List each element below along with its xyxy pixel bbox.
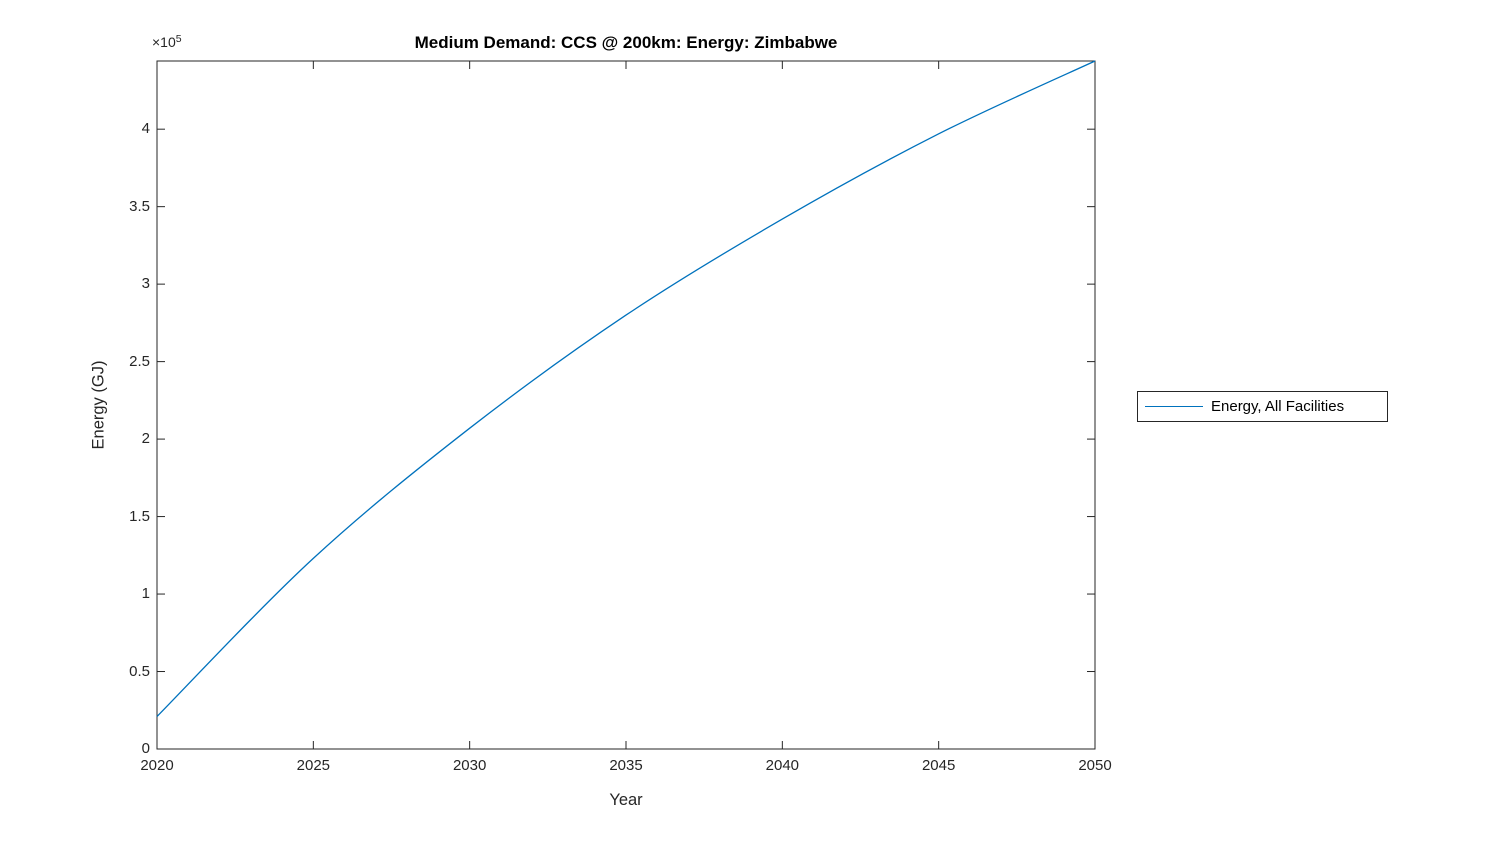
x-tick-label: 2040: [765, 757, 800, 774]
y-tick-label: 3: [141, 275, 150, 293]
series-line: [156, 60, 1096, 717]
x-tick-label: 2045: [921, 757, 956, 774]
x-tick-label: 2035: [609, 757, 643, 774]
y-tick-label: 3.5: [129, 197, 150, 215]
y-tick-label: 2.5: [129, 352, 150, 370]
y-tick-label: 0: [141, 740, 150, 757]
x-tick-label: 2020: [140, 757, 174, 774]
y-axis-offset-base: ×10: [152, 34, 176, 50]
y-axis-offset-exponent: 5: [175, 33, 182, 45]
x-tick-label: 2050: [1078, 757, 1112, 774]
x-tick-label: 2025: [296, 757, 331, 774]
y-tick-label: 4: [141, 120, 150, 138]
x-axis-label: Year: [609, 791, 643, 809]
y-tick-label: 0.5: [129, 662, 150, 680]
y-tick-label: 1: [141, 585, 150, 603]
y-tick-label: 1.5: [129, 507, 150, 525]
y-tick-label: 2: [141, 430, 150, 448]
legend: Energy, All Facilities: [1137, 391, 1388, 422]
y-axis-label: Energy (GJ): [89, 360, 108, 450]
plot-box: [156, 60, 1096, 750]
legend-line-sample: [1145, 405, 1203, 408]
x-tick-label: 2030: [452, 757, 487, 774]
chart-title: Medium Demand: CCS @ 200km: Energy: Zimb…: [414, 33, 838, 52]
legend-entry-label: Energy, All Facilities: [1211, 398, 1345, 415]
y-axis-offset-label: ×105: [152, 33, 182, 50]
